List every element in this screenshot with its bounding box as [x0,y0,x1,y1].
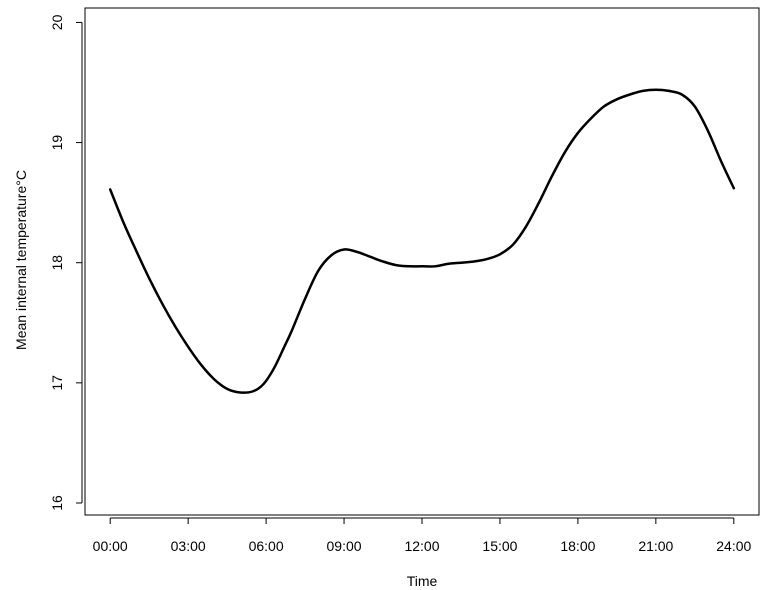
y-tick-label: 20 [49,14,65,30]
x-tick-label: 24:00 [716,538,751,554]
y-tick-label: 17 [49,375,65,391]
y-tick-label: 18 [49,255,65,271]
x-tick-label: 12:00 [404,538,439,554]
x-tick-label: 09:00 [327,538,362,554]
x-axis-title: Time [407,573,438,589]
x-tick-label: 18:00 [560,538,595,554]
x-tick-label: 15:00 [482,538,517,554]
plot-frame [84,7,760,516]
temperature-line [108,88,736,394]
y-tick-label: 19 [49,135,65,151]
x-axis: 00:00 03:00 06:00 09:00 12:00 15:00 18:00 21:00… [93,517,752,554]
y-axis-title: Mean internal temperature°C [13,170,29,350]
x-tick-label: 06:00 [249,538,284,554]
x-tick-label: 00:00 [93,538,128,554]
y-axis: 16 17 18 19 20 [49,14,83,511]
x-tick-label: 21:00 [638,538,673,554]
plot-area [84,7,760,516]
y-tick-label: 16 [49,495,65,511]
x-tick-label: 03:00 [171,538,206,554]
